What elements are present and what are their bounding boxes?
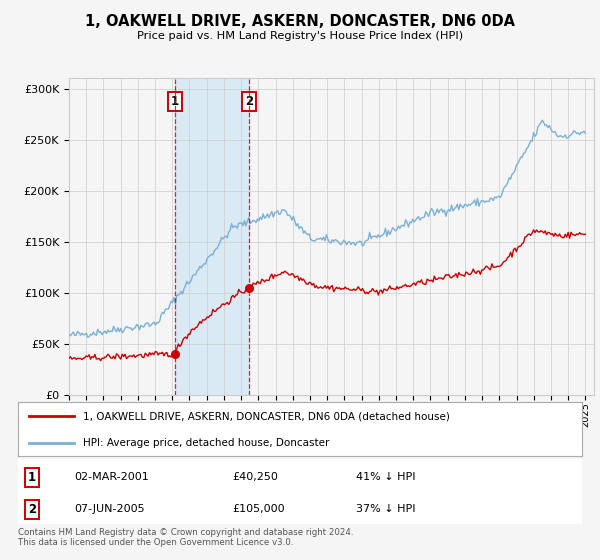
Text: Price paid vs. HM Land Registry's House Price Index (HPI): Price paid vs. HM Land Registry's House … xyxy=(137,31,463,41)
Text: £40,250: £40,250 xyxy=(232,472,278,482)
Text: 2: 2 xyxy=(28,503,36,516)
Text: 1: 1 xyxy=(171,95,179,109)
Text: 1: 1 xyxy=(28,471,36,484)
Text: 1, OAKWELL DRIVE, ASKERN, DONCASTER, DN6 0DA (detached house): 1, OAKWELL DRIVE, ASKERN, DONCASTER, DN6… xyxy=(83,412,450,421)
Text: 1, OAKWELL DRIVE, ASKERN, DONCASTER, DN6 0DA: 1, OAKWELL DRIVE, ASKERN, DONCASTER, DN6… xyxy=(85,14,515,29)
Text: 2: 2 xyxy=(245,95,253,109)
Text: Contains HM Land Registry data © Crown copyright and database right 2024.
This d: Contains HM Land Registry data © Crown c… xyxy=(18,528,353,548)
Text: 41% ↓ HPI: 41% ↓ HPI xyxy=(356,472,416,482)
Text: 07-JUN-2005: 07-JUN-2005 xyxy=(74,505,145,515)
Text: £105,000: £105,000 xyxy=(232,505,285,515)
Text: 37% ↓ HPI: 37% ↓ HPI xyxy=(356,505,416,515)
Bar xyxy=(175,78,249,395)
Text: HPI: Average price, detached house, Doncaster: HPI: Average price, detached house, Donc… xyxy=(83,438,329,447)
Text: 02-MAR-2001: 02-MAR-2001 xyxy=(74,472,149,482)
